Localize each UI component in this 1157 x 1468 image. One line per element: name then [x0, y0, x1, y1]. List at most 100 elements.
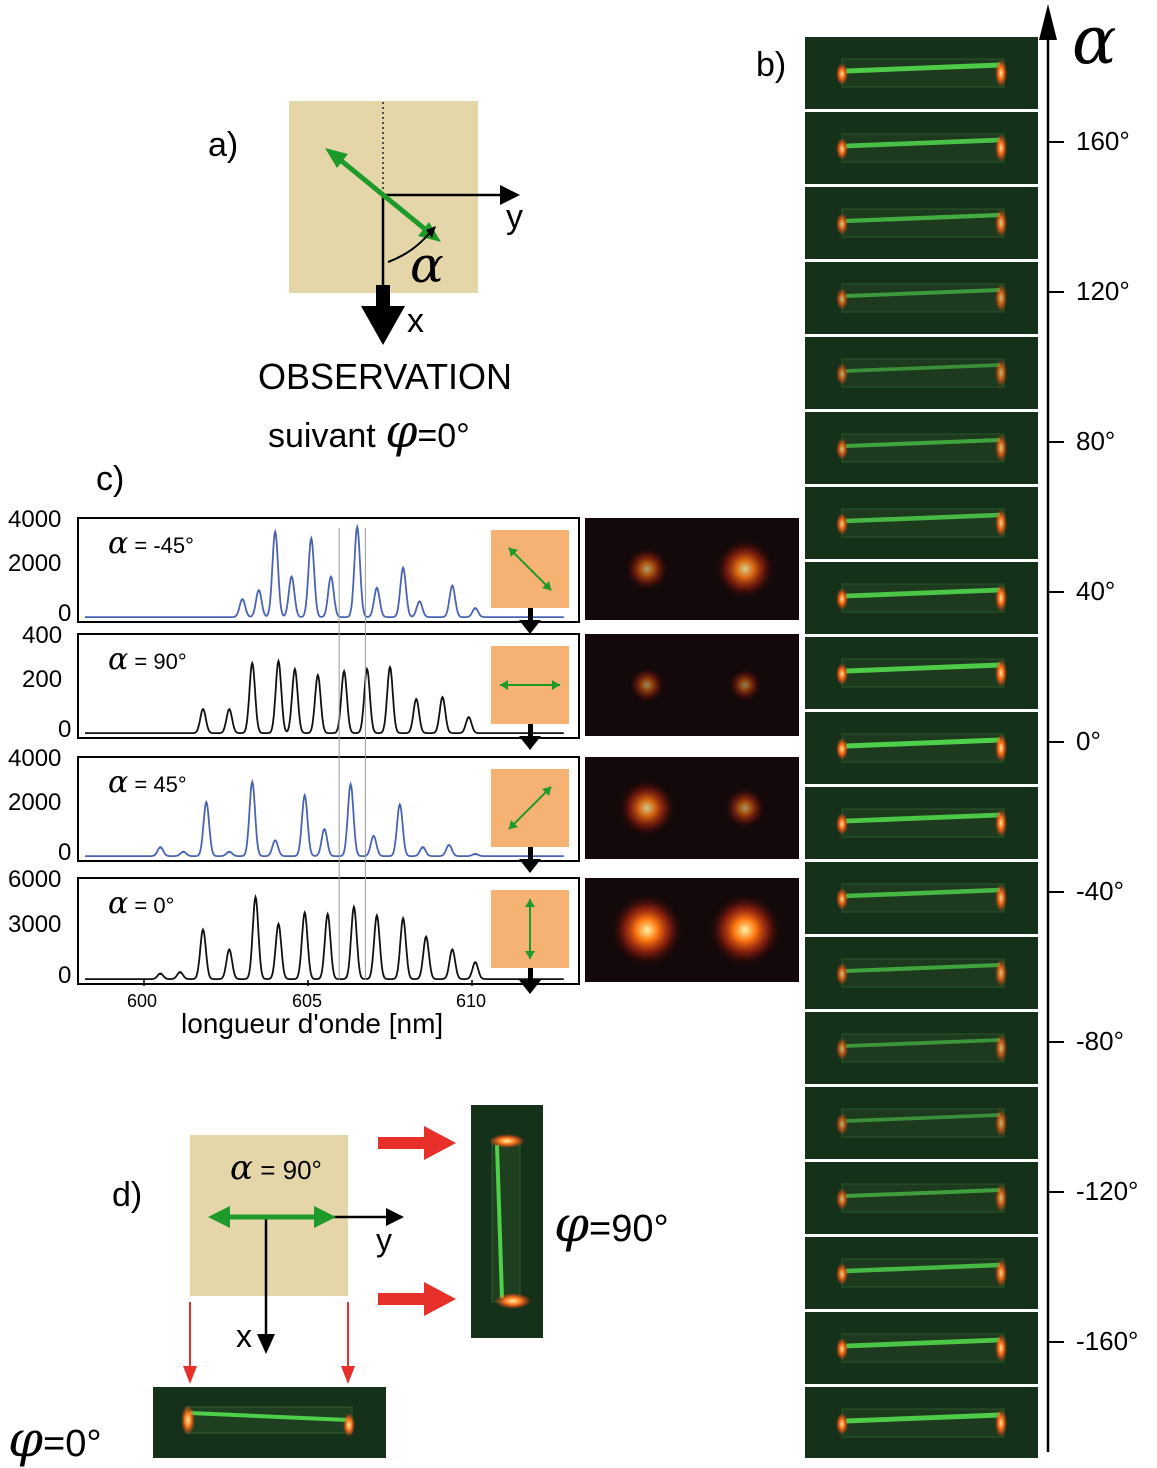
spectrum-peak — [202, 709, 204, 711]
polarization-box — [491, 769, 569, 847]
spectrum-peak — [317, 675, 319, 677]
spectrum-peak — [415, 699, 418, 701]
spot-left — [625, 547, 669, 591]
spectrum-peak — [303, 912, 306, 915]
polarization-arrowhead — [508, 820, 518, 830]
observation-title: OBSERVATION — [258, 356, 513, 397]
phi-value: =0° — [417, 417, 470, 455]
spectrum-peak — [422, 847, 424, 849]
spectrum-peak — [241, 599, 244, 601]
spot-image — [585, 757, 799, 859]
polarization-arrowhead — [525, 951, 535, 959]
spectrum-peak — [441, 697, 444, 699]
spectrum-peak — [376, 587, 378, 590]
alpha-frame — [805, 937, 1038, 1009]
x-tick-610: 610 — [456, 991, 487, 1011]
y-tick-mid: 3000 — [8, 911, 62, 938]
panel-b-alpha-symbol: α — [1072, 2, 1117, 79]
phi0-caption: φ=0° — [8, 1410, 102, 1468]
alpha-tick-label: -160° — [1076, 1326, 1139, 1356]
y-tick-top: 4000 — [8, 506, 62, 533]
x-tick-600: 600 — [127, 991, 158, 1011]
alpha-frame — [805, 187, 1038, 259]
spectrum-peak — [467, 717, 470, 719]
panel-d-alpha-text: = 90° — [260, 1155, 322, 1185]
y-tick-top: 4000 — [8, 745, 62, 772]
observation-arrow — [528, 968, 533, 982]
spectrum-peak — [353, 907, 355, 909]
polarization-arrowhead — [542, 581, 552, 591]
spectrum-peak — [159, 973, 162, 976]
polarization-arrowhead — [500, 680, 508, 690]
alpha-frame — [805, 1162, 1038, 1234]
alpha-value: = 90° — [134, 649, 187, 674]
alpha-frame — [805, 412, 1038, 484]
alpha-frame — [805, 112, 1038, 184]
phi0-symbol: φ — [8, 1410, 44, 1468]
alpha-frame — [805, 1387, 1038, 1458]
panel-b-label: b) — [756, 46, 787, 84]
alpha-symbol: α — [108, 886, 129, 921]
y-tick-mid: 2000 — [8, 550, 62, 577]
spot-image — [585, 634, 799, 736]
alpha-frame — [805, 487, 1038, 559]
spectrum-peak — [366, 669, 368, 671]
alpha-tick-label: 160° — [1076, 126, 1130, 156]
alpha-value: = 45° — [134, 772, 187, 797]
spectrum-peak — [399, 804, 401, 807]
alpha-tick-label: -80° — [1076, 1026, 1124, 1056]
spectrum-peak — [179, 972, 181, 974]
spot-left — [629, 667, 665, 703]
spectrum-peak — [330, 576, 332, 579]
spot-right — [709, 894, 781, 966]
observation-arrow — [528, 847, 533, 861]
polarization-arrowhead — [508, 547, 518, 557]
spectrum-peak — [451, 585, 454, 588]
alpha-value: = 0° — [134, 893, 175, 918]
spectrum-peak — [228, 949, 231, 952]
x-axis-label: longueur d'onde [nm] — [181, 1008, 444, 1039]
spectrum-peak — [205, 802, 208, 804]
spectrum-peak — [258, 590, 260, 592]
spectrum-peak — [159, 847, 162, 849]
alpha-tick-label: 40° — [1076, 576, 1116, 606]
y-tick-zero: 0 — [58, 716, 72, 743]
spectrum-peak — [474, 962, 477, 964]
panel-d-label: d) — [112, 1176, 143, 1214]
spectrum-peak — [448, 844, 450, 847]
spectrum-peak — [294, 669, 296, 671]
y-tick-zero: 0 — [58, 962, 72, 989]
spectrum-peak — [277, 661, 280, 663]
polarization-arrowhead — [542, 786, 552, 796]
spot-image — [585, 878, 799, 982]
spot-left — [618, 779, 676, 837]
panel-a-alpha-symbol: α — [410, 236, 444, 294]
spectrum-alpha-label: α = -45° — [108, 526, 194, 561]
spectrum-peak — [310, 538, 313, 541]
phi90-symbol: φ — [554, 1195, 590, 1253]
phi0-value: =0° — [43, 1423, 102, 1465]
spectrum-peak — [274, 840, 277, 843]
alpha-frame — [805, 787, 1038, 859]
spectrum-peak — [290, 576, 293, 579]
spectrum-peak — [372, 835, 375, 838]
spot-right — [728, 668, 762, 702]
alpha-frame — [805, 712, 1038, 784]
observation-arrow — [528, 724, 533, 738]
spectrum-peak — [303, 795, 306, 798]
alpha-frame — [805, 337, 1038, 409]
panel-d-alpha-symbol: α — [230, 1148, 253, 1188]
y-tick-mid: 200 — [22, 666, 63, 693]
alpha-symbol: α — [108, 765, 129, 800]
spectrum-alpha-label: α = 0° — [108, 886, 174, 921]
panel-a-square — [289, 101, 478, 293]
panel-d-x-label: x — [236, 1318, 252, 1354]
spectrum-peak — [418, 601, 421, 604]
alpha-frame — [805, 562, 1038, 634]
spectrum-peak — [349, 784, 352, 786]
suivant-text: suivant — [268, 417, 376, 455]
spectrum-alpha-label: α = 90° — [108, 642, 187, 677]
spectrum-peak — [356, 527, 359, 529]
panel-a-y-label: y — [506, 198, 523, 236]
alpha-tick-label: 120° — [1076, 276, 1130, 306]
